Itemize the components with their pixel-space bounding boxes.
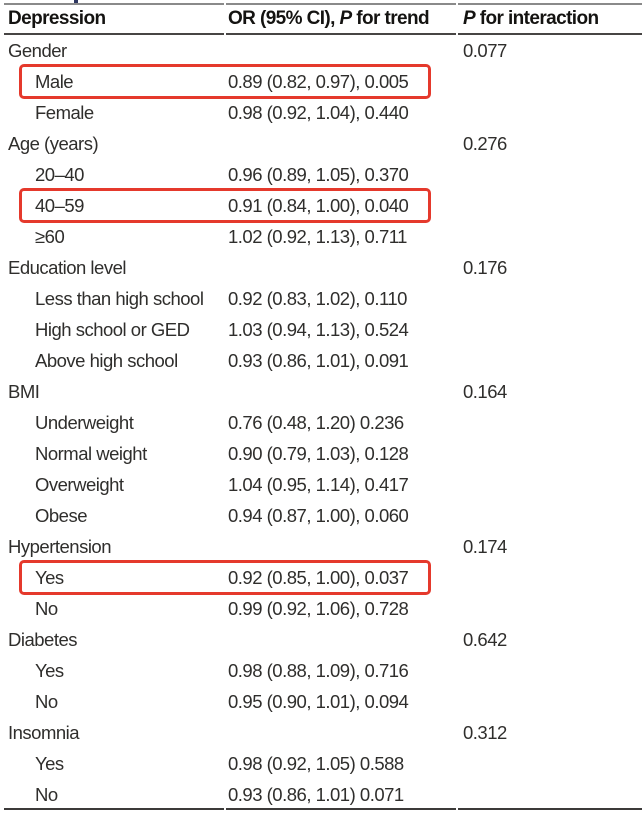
table-row: ≥60 1.02 (0.92, 1.13), 0.711 [0, 221, 644, 252]
row-or-value: 0.95 (0.90, 1.01), 0.094 [228, 690, 409, 712]
row-label: Above high school [35, 349, 178, 371]
table-top-rule [4, 3, 642, 5]
table-row: Overweight 1.04 (0.95, 1.14), 0.417 [0, 469, 644, 500]
row-p-interaction: 0.077 [463, 39, 507, 61]
table-row: Yes 0.98 (0.88, 1.09), 0.716 [0, 655, 644, 686]
row-or-value: 0.92 (0.83, 1.02), 0.110 [228, 287, 407, 309]
row-label: Underweight [35, 411, 134, 433]
table-row: 40–59 0.91 (0.84, 1.00), 0.040 [0, 188, 644, 223]
row-p-interaction: 0.276 [463, 132, 507, 154]
row-or-value: 1.04 (0.95, 1.14), 0.417 [228, 473, 409, 495]
table-row: Hypertension 0.174 [0, 531, 644, 562]
table-row: Yes 0.98 (0.92, 1.05) 0.588 [0, 748, 644, 779]
cutoff-text-artifact [74, 0, 78, 5]
table-row: Yes 0.92 (0.85, 1.00), 0.037 [0, 560, 644, 595]
table-row: Obese 0.94 (0.87, 1.00), 0.060 [0, 500, 644, 531]
table-row: Male 0.89 (0.82, 0.97), 0.005 [0, 64, 644, 99]
row-or-value: 0.91 (0.84, 1.00), 0.040 [228, 194, 409, 216]
row-label: No [35, 783, 58, 805]
header-or-ci: OR (95% CI), P for trend [228, 8, 430, 29]
header-p-interaction: P for interaction [463, 8, 599, 29]
table-row: BMI 0.164 [0, 376, 644, 407]
table-row: High school or GED 1.03 (0.94, 1.13), 0.… [0, 314, 644, 345]
row-label: Overweight [35, 473, 124, 495]
row-label: No [35, 690, 58, 712]
row-label: ≥60 [35, 225, 65, 247]
rule-column-gap [456, 808, 458, 810]
row-or-value: 1.02 (0.92, 1.13), 0.711 [228, 225, 407, 247]
row-label: No [35, 597, 58, 619]
row-or-value: 0.93 (0.86, 1.01) 0.071 [228, 783, 404, 805]
rule-column-gap [224, 808, 226, 810]
row-label: BMI [8, 380, 40, 402]
row-or-value: 0.89 (0.82, 0.97), 0.005 [228, 70, 409, 92]
row-or-value: 1.03 (0.94, 1.13), 0.524 [228, 318, 409, 340]
rule-column-gap [456, 3, 458, 5]
row-p-interaction: 0.642 [463, 628, 507, 650]
table-row: Less than high school 0.92 (0.83, 1.02),… [0, 283, 644, 314]
row-or-value: 0.98 (0.92, 1.05) 0.588 [228, 752, 404, 774]
row-label: Normal weight [35, 442, 147, 464]
row-label: Hypertension [8, 535, 112, 557]
row-label: Obese [35, 504, 88, 526]
table-row: 20–40 0.96 (0.89, 1.05), 0.370 [0, 159, 644, 190]
row-label: Education level [8, 256, 126, 278]
row-or-value: 0.98 (0.92, 1.04), 0.440 [228, 101, 409, 123]
row-label: 40–59 [35, 194, 84, 216]
row-or-value: 0.96 (0.89, 1.05), 0.370 [228, 163, 409, 185]
row-or-value: 0.93 (0.86, 1.01), 0.091 [228, 349, 409, 371]
table-header-row: Depression OR (95% CI), P for trend P fo… [0, 6, 644, 32]
row-or-value: 0.90 (0.79, 1.03), 0.128 [228, 442, 409, 464]
table-row: No 0.95 (0.90, 1.01), 0.094 [0, 686, 644, 717]
table-row: No 0.99 (0.92, 1.06), 0.728 [0, 593, 644, 624]
row-label: 20–40 [35, 163, 84, 185]
row-label: High school or GED [35, 318, 190, 340]
table-row: Underweight 0.76 (0.48, 1.20) 0.236 [0, 407, 644, 438]
row-p-interaction: 0.164 [463, 380, 507, 402]
rule-column-gap [456, 33, 458, 35]
table-row: Age (years) 0.276 [0, 128, 644, 159]
row-or-value: 0.99 (0.92, 1.06), 0.728 [228, 597, 409, 619]
rule-column-gap [224, 3, 226, 5]
row-label: Female [35, 101, 94, 123]
row-label: Yes [35, 659, 64, 681]
table-row: Insomnia 0.312 [0, 717, 644, 748]
table-header-rule [4, 33, 642, 35]
table-bottom-rule [4, 808, 642, 810]
row-label: Yes [35, 566, 64, 588]
row-label: Insomnia [8, 721, 80, 743]
row-label: Age (years) [8, 132, 99, 154]
row-p-interaction: 0.176 [463, 256, 507, 278]
rule-column-gap [224, 33, 226, 35]
row-label: Gender [8, 39, 67, 61]
row-or-value: 0.92 (0.85, 1.00), 0.037 [228, 566, 409, 588]
table-row: Gender 0.077 [0, 35, 644, 66]
header-depression: Depression [8, 8, 106, 29]
table-row: Education level 0.176 [0, 252, 644, 283]
row-or-value: 0.98 (0.88, 1.09), 0.716 [228, 659, 409, 681]
row-label: Less than high school [35, 287, 204, 309]
table-row: Normal weight 0.90 (0.79, 1.03), 0.128 [0, 438, 644, 469]
table-row: Female 0.98 (0.92, 1.04), 0.440 [0, 97, 644, 128]
row-p-interaction: 0.312 [463, 721, 507, 743]
row-or-value: 0.94 (0.87, 1.00), 0.060 [228, 504, 409, 526]
row-label: Diabetes [8, 628, 78, 650]
table-row: Above high school 0.93 (0.86, 1.01), 0.0… [0, 345, 644, 376]
row-label: Yes [35, 752, 64, 774]
row-label: Male [35, 70, 74, 92]
row-p-interaction: 0.174 [463, 535, 507, 557]
table-body: Gender 0.077 Male 0.89 (0.82, 0.97), 0.0… [0, 35, 644, 810]
table-row: No 0.93 (0.86, 1.01) 0.071 [0, 779, 644, 810]
table-row: Diabetes 0.642 [0, 624, 644, 655]
row-or-value: 0.76 (0.48, 1.20) 0.236 [228, 411, 404, 433]
